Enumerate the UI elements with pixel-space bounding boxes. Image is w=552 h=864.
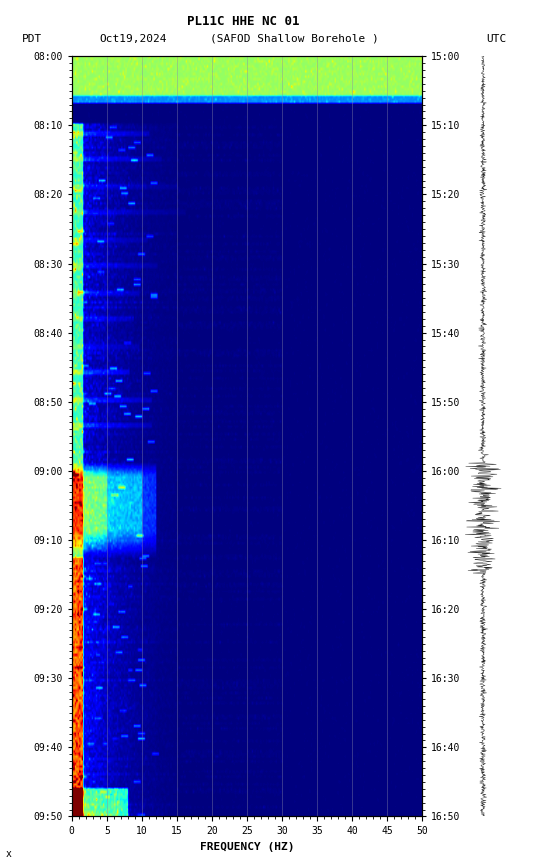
Text: PDT: PDT — [22, 34, 43, 44]
Text: Oct19,2024: Oct19,2024 — [99, 34, 167, 44]
Text: UTC: UTC — [486, 34, 506, 44]
Text: PL11C HHE NC 01: PL11C HHE NC 01 — [187, 15, 299, 29]
Text: (SAFOD Shallow Borehole ): (SAFOD Shallow Borehole ) — [210, 34, 379, 44]
X-axis label: FREQUENCY (HZ): FREQUENCY (HZ) — [200, 842, 294, 852]
Text: x: x — [6, 849, 12, 859]
